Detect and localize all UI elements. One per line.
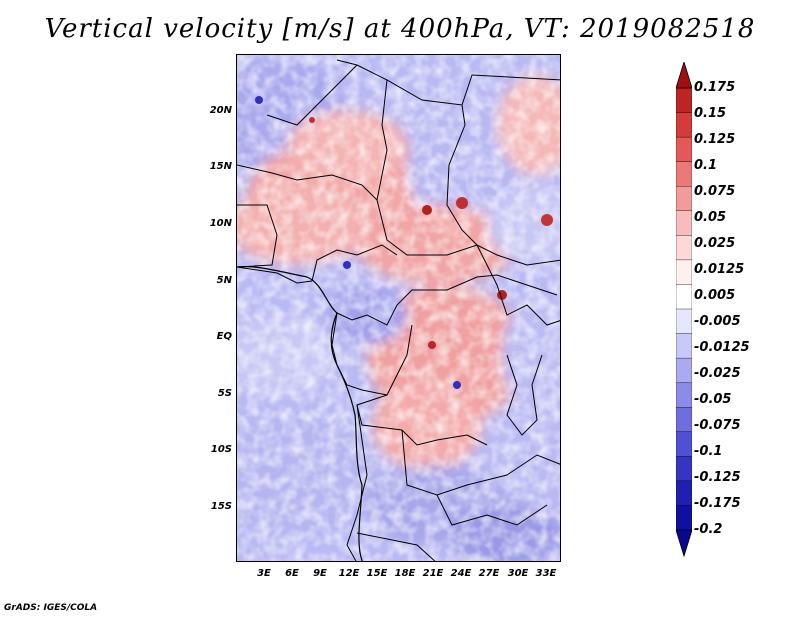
colorbar-label: -0.175 — [694, 496, 741, 511]
lon-label-15e: 15E — [366, 568, 388, 579]
colorbar-segment — [676, 161, 692, 187]
colorbar-label: -0.05 — [694, 392, 732, 407]
country-borders — [237, 59, 560, 561]
field-texture — [237, 55, 560, 561]
colorbar-label: -0.2 — [694, 522, 723, 537]
lon-label-3e: 3E — [257, 568, 271, 579]
colorbar-label: 0.1 — [694, 158, 718, 173]
colorbar-segment — [676, 382, 692, 408]
colorbar-label: 0.025 — [694, 236, 736, 251]
lon-label-9e: 9E — [313, 568, 327, 579]
lon-label-30e: 30E — [507, 568, 529, 579]
colorbar-label: 0.15 — [694, 106, 727, 121]
colorbar-segment — [676, 308, 692, 335]
colorbar-segments — [676, 87, 692, 531]
colorbar — [676, 62, 692, 558]
lon-label-12e: 12E — [338, 568, 360, 579]
lat-label-15n: 15N — [209, 161, 232, 172]
colorbar-top-arrow — [676, 62, 692, 89]
velocity-field-map — [237, 55, 560, 561]
colorbar-label: 0.075 — [694, 184, 736, 199]
colorbar-segment — [676, 186, 692, 212]
colorbar-segment — [676, 357, 692, 384]
lat-label-5n: 5N — [216, 275, 232, 286]
map-plot-area — [236, 54, 561, 562]
lat-label-10s: 10S — [210, 444, 232, 455]
colorbar-label: -0.025 — [694, 366, 741, 381]
colorbar-label: 0.125 — [694, 132, 736, 147]
colorbar-label: -0.125 — [694, 470, 741, 485]
colorbar-label: 0.005 — [694, 288, 736, 303]
colorbar-segment — [676, 480, 692, 507]
lat-label-15s: 15S — [210, 501, 232, 512]
lat-label-5s: 5S — [217, 388, 232, 399]
colorbar-segment — [676, 431, 692, 458]
colorbar-label: 0.05 — [694, 210, 727, 225]
colorbar-segment — [676, 505, 692, 531]
lat-label-10n: 10N — [209, 218, 232, 229]
colorbar-label: -0.005 — [694, 314, 741, 329]
map-title: Vertical velocity [m/s] at 400hPa, VT: 2… — [44, 14, 756, 44]
colorbar-label: 0.175 — [694, 80, 736, 95]
colorbar-segment — [676, 87, 692, 114]
colorbar-segment — [676, 112, 692, 138]
lon-label-6e: 6E — [285, 568, 299, 579]
lon-label-18e: 18E — [394, 568, 416, 579]
colorbar-bottom-arrow — [676, 529, 692, 558]
lon-label-27e: 27E — [478, 568, 500, 579]
colorbar-segment — [676, 333, 692, 359]
lon-label-33e: 33E — [535, 568, 557, 579]
colorbar-segment — [676, 210, 692, 237]
lon-label-21e: 21E — [422, 568, 444, 579]
lon-label-24e: 24E — [450, 568, 472, 579]
lat-label-20n: 20N — [209, 105, 232, 116]
lat-label-eq: EQ — [216, 331, 232, 342]
atlantic-coastline — [237, 266, 363, 561]
colorbar-segment — [676, 259, 692, 286]
colorbar-segment — [676, 235, 692, 261]
colorbar-segment — [676, 407, 692, 433]
colorbar-label: -0.0125 — [694, 340, 750, 355]
colorbar-label: -0.1 — [694, 444, 723, 459]
grads-credit: GrADS: IGES/COLA — [4, 603, 98, 613]
colorbar-segment — [676, 136, 692, 163]
colorbar-segment — [676, 284, 692, 310]
colorbar-label: -0.075 — [694, 418, 741, 433]
colorbar-label: 0.0125 — [694, 262, 745, 277]
colorbar-segment — [676, 456, 692, 482]
